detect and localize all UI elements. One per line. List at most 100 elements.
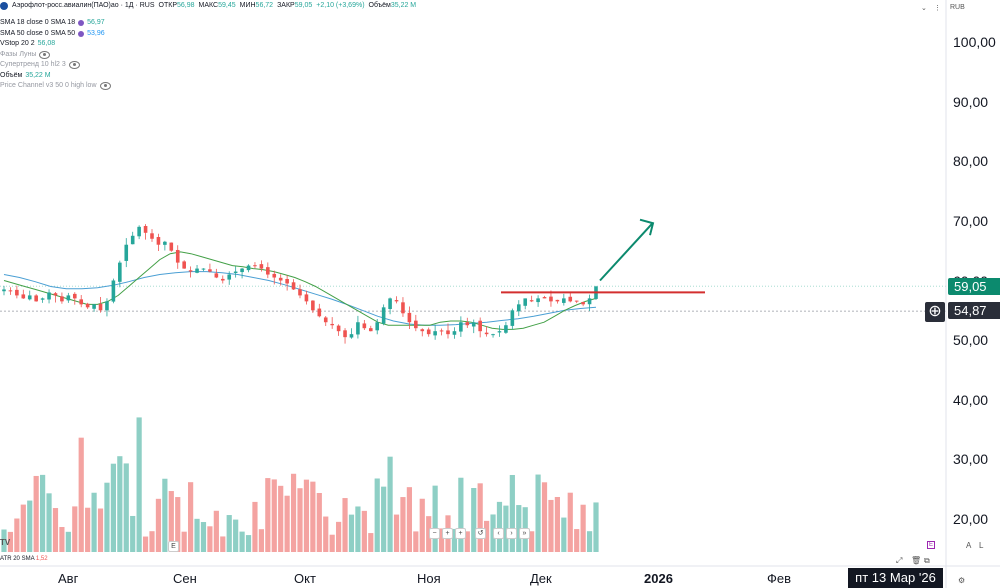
settings-gear-icon[interactable]: ⚙ [958, 576, 966, 585]
symbol-header[interactable]: Аэрофлот-росс.авиалин(ПАО)ао · 1Д · RUS … [0, 0, 416, 12]
currency-label[interactable]: RUB [950, 4, 965, 11]
candle-body [201, 268, 206, 270]
candle-body [105, 301, 109, 311]
forecast-arrow-head-icon [639, 218, 655, 236]
legend-sma18[interactable]: SMA 18 close 0 SMA 18 56,97 [0, 18, 416, 29]
price-tick-label: 40,00 [953, 391, 989, 408]
candle-body [137, 226, 141, 237]
candle-body [311, 300, 315, 311]
volume-bar [7, 531, 14, 552]
volume-bar [310, 481, 316, 552]
scroll-left-icon[interactable]: ‹ [493, 528, 504, 539]
legend-sma18-dot-icon [78, 20, 85, 27]
candle-body [220, 278, 225, 281]
volume-value: 35,22 M [390, 1, 417, 9]
volume-bar [52, 508, 59, 552]
candle-body [253, 265, 257, 267]
volume-bar [59, 527, 65, 552]
volume-bar [387, 456, 393, 552]
legend-moon[interactable]: Фазы Луны [0, 50, 416, 61]
reset-icon[interactable]: ↺ [475, 528, 486, 539]
volume-bar [368, 533, 374, 552]
volume-bar [413, 531, 419, 552]
candle-body [124, 244, 129, 261]
volume-bar [27, 500, 33, 552]
volume-bar [451, 528, 458, 552]
candle-body [143, 225, 148, 233]
volume-bar [316, 493, 322, 552]
plus-icon[interactable]: + [442, 528, 453, 539]
volume-bar [110, 463, 116, 552]
volume-bar [567, 492, 573, 552]
drawings[interactable] [501, 218, 705, 294]
candle-body [439, 330, 444, 332]
candle-body [53, 293, 58, 296]
grid [0, 285, 946, 312]
sma-fast-line [3, 251, 597, 330]
volume-bar [85, 507, 91, 552]
volume-bar [194, 518, 200, 552]
volume-bar [65, 531, 71, 552]
candle-body [491, 334, 495, 336]
volume-bar [72, 506, 78, 552]
copy-icon[interactable]: ⧉ [924, 556, 930, 565]
time-tick-label: Сен [173, 571, 197, 586]
legend-price-channel[interactable]: Price Channel v3 50 0 high low [0, 81, 416, 92]
volume-bar [400, 497, 406, 552]
volume-bar [226, 515, 232, 552]
candle-body [497, 331, 502, 333]
symbol-title[interactable]: Аэрофлот-росс.авиалин(ПАО)ао · 1Д · RUS [12, 1, 155, 9]
volume-bar [78, 437, 84, 552]
volume-bar [458, 477, 464, 552]
legend-sma50-dot-icon [78, 30, 85, 37]
log-scale-icon[interactable]: L [979, 541, 984, 550]
atr-legend[interactable]: ATR 20 SMA 1,52 [0, 556, 48, 562]
candle-body [523, 298, 528, 306]
low-label: МИН [239, 1, 256, 9]
volume-bar [123, 463, 129, 552]
candle-body [98, 303, 103, 311]
candle-body [60, 296, 64, 302]
scroll-right-icon[interactable]: › [506, 528, 517, 539]
sma-fast-path [3, 251, 597, 330]
legend-supertrend[interactable]: Супертренд 10 hl2 3 [0, 60, 416, 71]
candle-body [330, 323, 334, 326]
more-icon[interactable]: ⋮ [934, 5, 941, 12]
candle-body [111, 280, 116, 302]
candle-body [459, 322, 463, 332]
minus-icon[interactable]: − [429, 528, 440, 539]
candle-body [542, 297, 547, 299]
volume-bar [348, 514, 355, 552]
volume-bar [548, 499, 554, 552]
candle-body [195, 268, 199, 273]
legend-vstop[interactable]: VStop 20 2 56,08 [0, 39, 416, 50]
eye-icon[interactable] [99, 82, 111, 91]
zoom-icon[interactable]: + [455, 528, 466, 539]
eye-icon[interactable] [68, 61, 80, 70]
volume-label: Объём [368, 1, 391, 9]
legend-volume[interactable]: Объём 35,22 M [0, 71, 416, 82]
chevron-down-icon[interactable]: ⌄ [921, 5, 927, 12]
volume-bar [374, 478, 380, 552]
add-alert-button[interactable]: ⊕ [925, 302, 945, 322]
volume-bar [20, 504, 26, 552]
volume-bar [181, 531, 187, 552]
fullscreen-icon[interactable]: ⤢ [896, 556, 903, 565]
candle-body [356, 322, 360, 335]
volume-bar [142, 536, 149, 552]
candle-body [549, 296, 553, 302]
candle-body [285, 279, 289, 284]
legend-sma50[interactable]: SMA 50 close 0 SMA 50 53,96 [0, 29, 416, 40]
legend-sma18-name: SMA 18 close 0 SMA 18 [0, 19, 76, 26]
go-to-end-icon[interactable]: » [519, 528, 530, 539]
price-tick-label: 30,00 [953, 451, 989, 468]
eye-icon[interactable] [39, 50, 51, 59]
auto-scale-icon[interactable]: A [966, 541, 972, 550]
candle-body [8, 290, 13, 292]
volume-bar [529, 531, 535, 552]
event-e-icon[interactable]: E [927, 541, 936, 549]
event-e-icon[interactable]: E [168, 541, 179, 552]
trash-icon[interactable]: 🗑 [911, 556, 922, 565]
volume-bar [117, 456, 123, 552]
